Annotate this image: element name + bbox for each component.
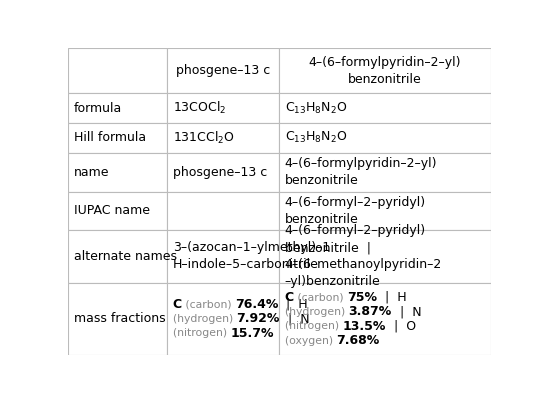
Text: C: C — [285, 291, 294, 304]
Bar — [280, 153, 490, 192]
Bar — [68, 153, 167, 192]
Text: 3–(azocan–1–ylmethyl)–1
H–indole–5–carbonitrile: 3–(azocan–1–ylmethyl)–1 H–indole–5–carbo… — [173, 241, 330, 271]
Text: 4–(6–formyl–2–pyridyl)
benzonitrile: 4–(6–formyl–2–pyridyl) benzonitrile — [285, 196, 426, 226]
Bar — [280, 93, 490, 123]
Text: 4–(6–formylpyridin–2–yl)
benzonitrile: 4–(6–formylpyridin–2–yl) benzonitrile — [285, 157, 437, 187]
Bar — [68, 282, 167, 355]
Text: (hydrogen): (hydrogen) — [173, 314, 237, 324]
Bar — [167, 192, 280, 230]
Text: C: C — [173, 298, 182, 311]
Text: 13COCl$_2$: 13COCl$_2$ — [173, 100, 226, 116]
Text: C$_{13}$H$_8$N$_2$O: C$_{13}$H$_8$N$_2$O — [285, 101, 347, 116]
Text: 3.87%: 3.87% — [349, 305, 392, 318]
Text: (carbon): (carbon) — [294, 292, 347, 302]
Text: 13.5%: 13.5% — [342, 320, 386, 333]
Text: alternate names: alternate names — [74, 250, 177, 263]
Text: 15.7%: 15.7% — [231, 327, 274, 340]
Bar — [167, 48, 280, 93]
Bar — [280, 282, 490, 355]
Text: |  N: | N — [392, 305, 421, 318]
Text: 7.92%: 7.92% — [237, 312, 280, 325]
Text: mass fractions: mass fractions — [74, 312, 165, 325]
Text: |  N: | N — [280, 312, 310, 325]
Text: |  H: | H — [278, 298, 308, 311]
Bar — [167, 230, 280, 282]
Text: (hydrogen): (hydrogen) — [285, 307, 349, 317]
Text: |  O: | O — [386, 320, 416, 333]
Text: (nitrogen): (nitrogen) — [173, 328, 231, 338]
Text: Hill formula: Hill formula — [74, 131, 146, 144]
Text: phosgene–13 c: phosgene–13 c — [176, 64, 270, 77]
Bar — [167, 123, 280, 153]
Text: formula: formula — [74, 102, 122, 115]
Bar — [280, 230, 490, 282]
Bar — [280, 123, 490, 153]
Bar — [68, 48, 167, 93]
Text: 7.68%: 7.68% — [336, 334, 380, 347]
Bar — [68, 93, 167, 123]
Text: 131CCl$_2$O: 131CCl$_2$O — [173, 130, 235, 146]
Text: name: name — [74, 166, 109, 179]
Text: C$_{13}$H$_8$N$_2$O: C$_{13}$H$_8$N$_2$O — [285, 130, 347, 146]
Text: 76.4%: 76.4% — [235, 298, 278, 311]
Text: (carbon): (carbon) — [182, 299, 235, 309]
Text: phosgene–13 c: phosgene–13 c — [173, 166, 267, 179]
Text: (nitrogen): (nitrogen) — [285, 321, 342, 331]
Bar — [167, 93, 280, 123]
Bar — [167, 282, 280, 355]
Bar — [280, 192, 490, 230]
Bar — [68, 192, 167, 230]
Text: 75%: 75% — [347, 291, 377, 304]
Text: 4–(6–formylpyridin–2–yl)
benzonitrile: 4–(6–formylpyridin–2–yl) benzonitrile — [308, 55, 461, 86]
Bar — [280, 48, 490, 93]
Bar — [167, 153, 280, 192]
Text: (oxygen): (oxygen) — [285, 336, 336, 346]
Bar — [68, 123, 167, 153]
Text: 4–(6–formyl–2–pyridyl)
benzonitrile  |
4–(6–methanoylpyridin–2
–yl)benzonitrile: 4–(6–formyl–2–pyridyl) benzonitrile | 4–… — [285, 225, 442, 288]
Bar — [68, 230, 167, 282]
Text: |  H: | H — [377, 291, 407, 304]
Text: IUPAC name: IUPAC name — [74, 204, 150, 217]
